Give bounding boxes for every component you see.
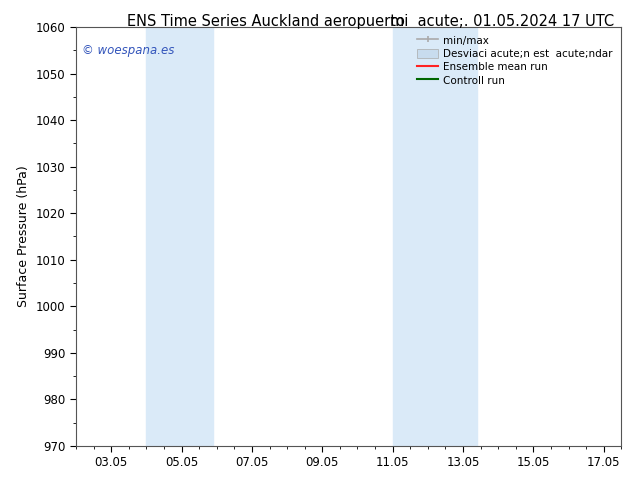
Bar bbox=[392, 27, 477, 446]
Text: © woespana.es: © woespana.es bbox=[82, 44, 174, 57]
Text: ENS Time Series Auckland aeropuerto: ENS Time Series Auckland aeropuerto bbox=[127, 14, 404, 29]
Legend: min/max, Desviaci acute;n est  acute;ndar, Ensemble mean run, Controll run: min/max, Desviaci acute;n est acute;ndar… bbox=[415, 32, 616, 89]
Y-axis label: Surface Pressure (hPa): Surface Pressure (hPa) bbox=[17, 166, 30, 307]
Bar bbox=[146, 27, 213, 446]
Text: mi  acute;. 01.05.2024 17 UTC: mi acute;. 01.05.2024 17 UTC bbox=[390, 14, 614, 29]
